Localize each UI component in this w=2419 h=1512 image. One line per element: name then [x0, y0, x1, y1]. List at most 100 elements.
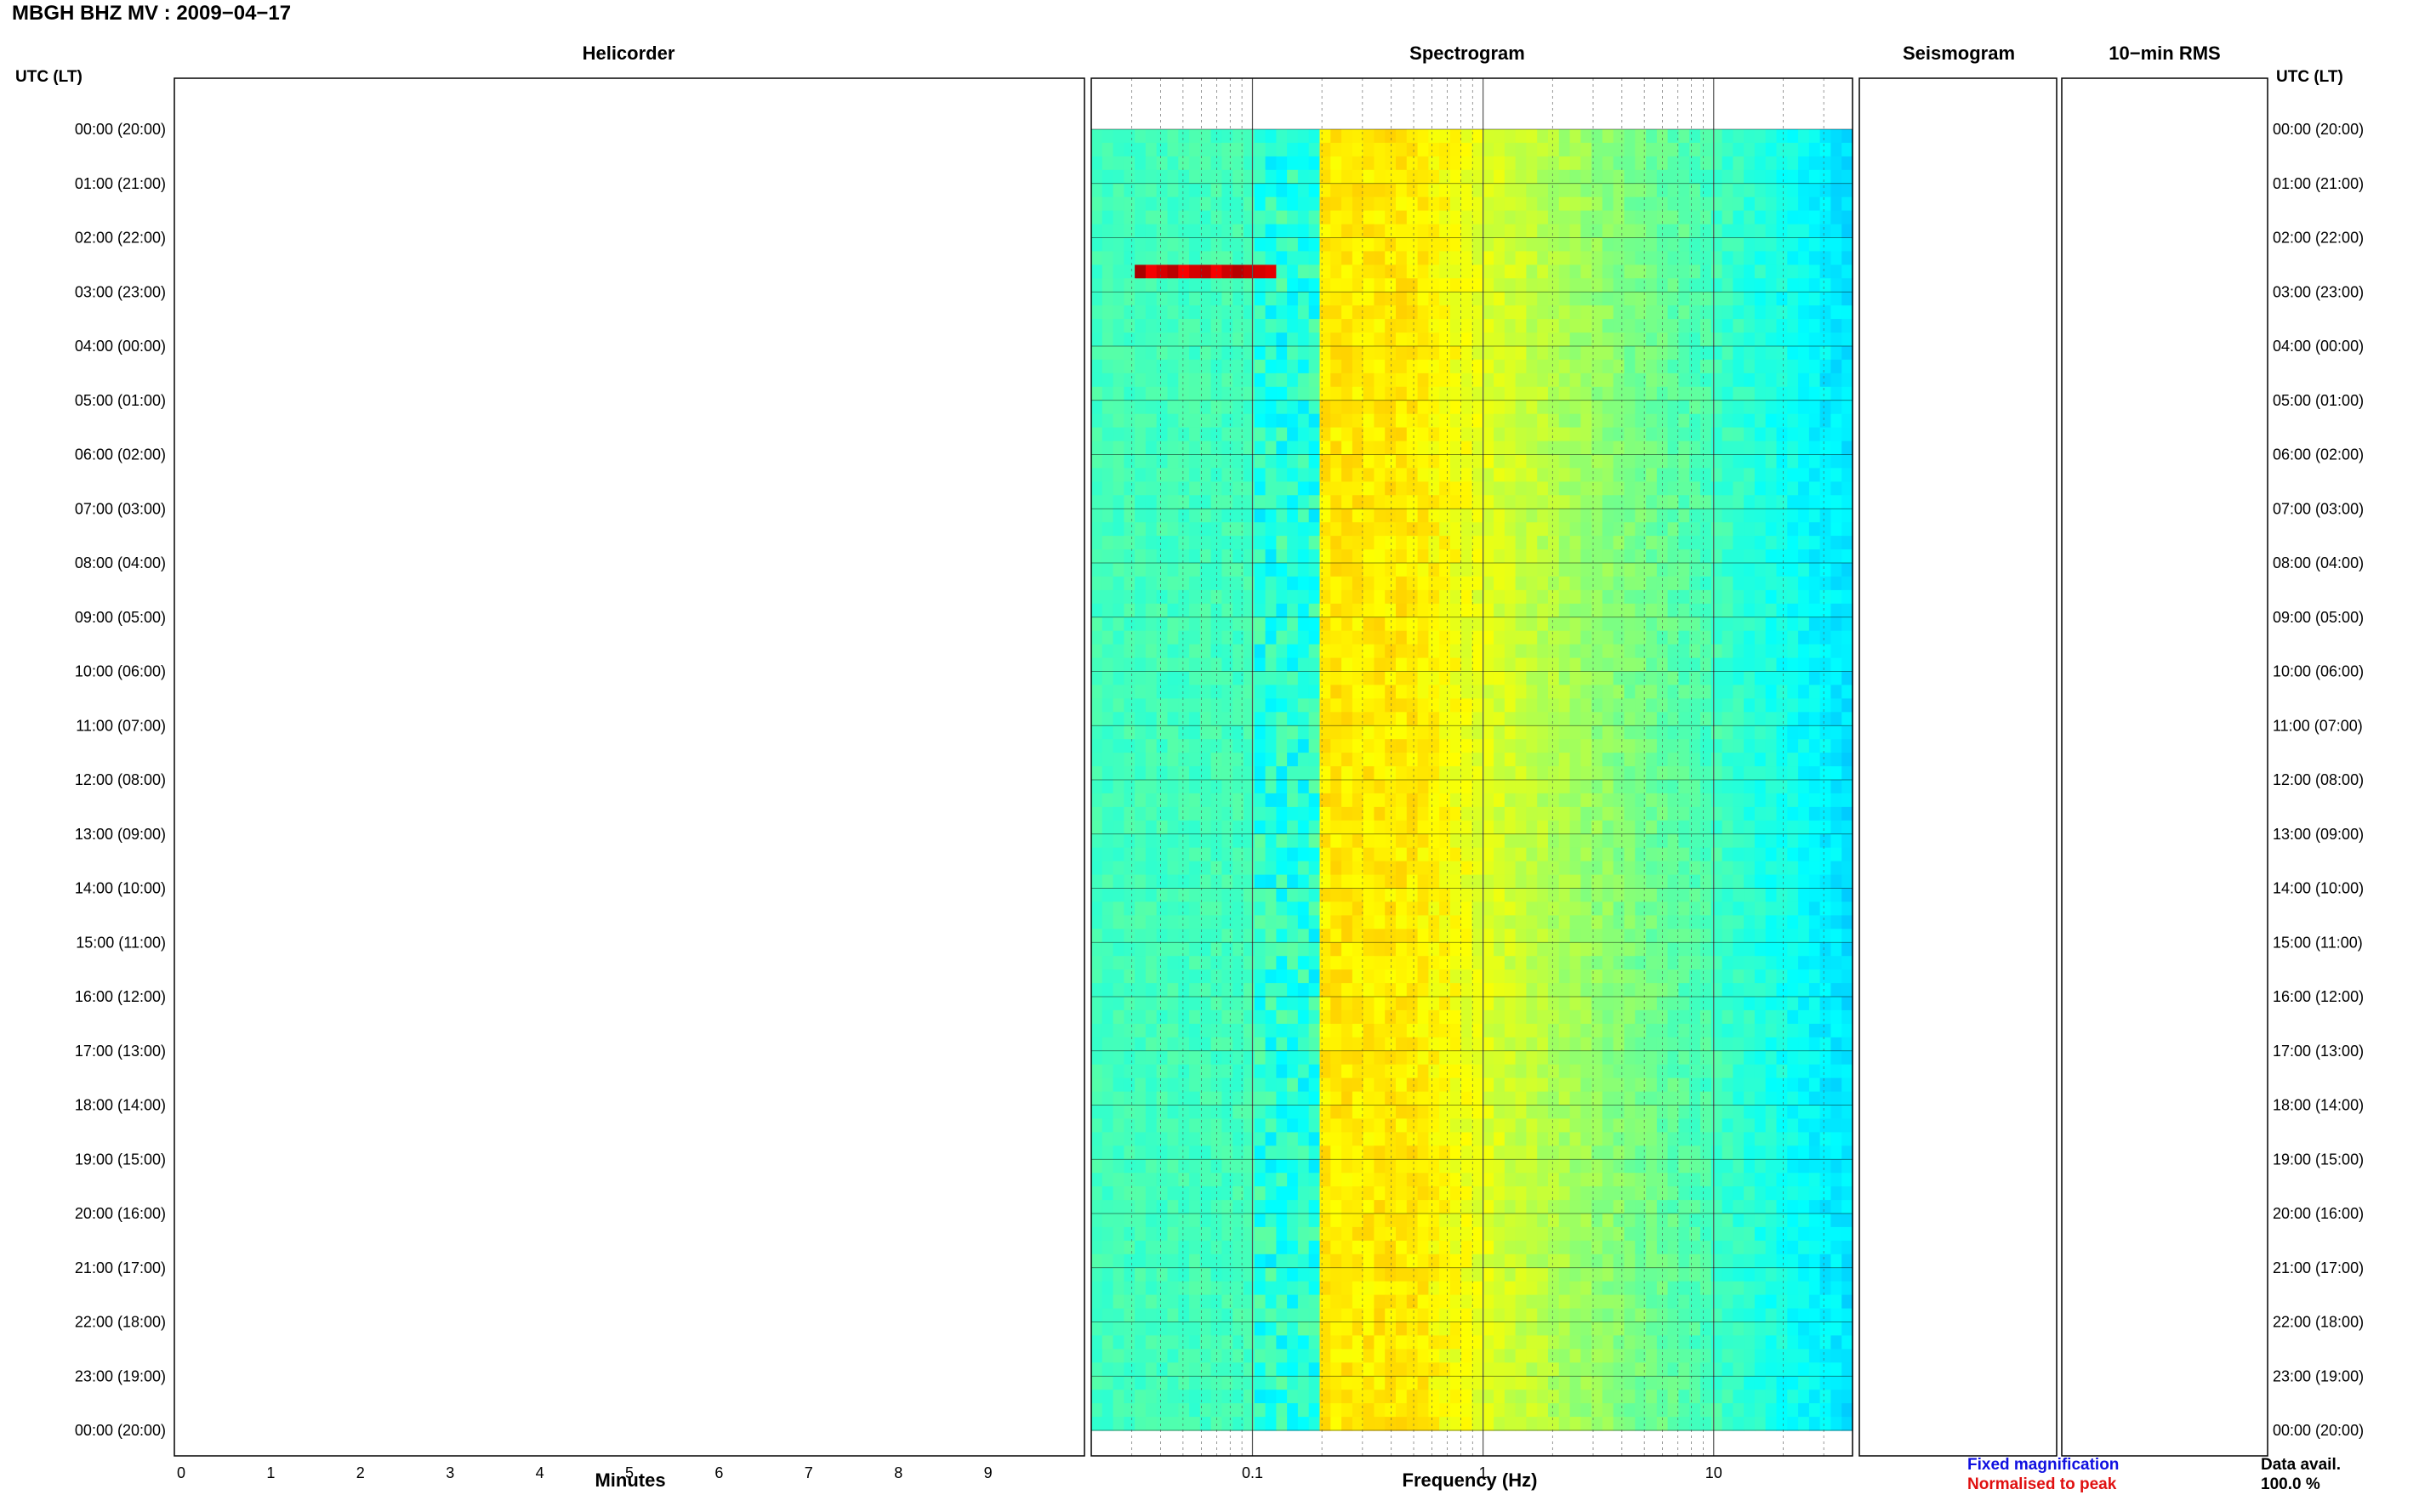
spectrogram-cell: [1744, 563, 1756, 577]
spectrogram-cell: [1754, 793, 1767, 808]
spectrogram-cell: [1808, 780, 1821, 794]
spectrogram-cell: [1319, 780, 1331, 794]
spectrogram-cell: [1602, 766, 1614, 781]
spectrogram-cell: [1504, 196, 1517, 212]
spectrogram-cell: [1439, 495, 1451, 509]
spectrogram-cell: [1124, 753, 1136, 767]
spectrogram-cell: [1417, 833, 1429, 849]
spectrogram-cell: [1710, 468, 1723, 482]
spectrogram-cell: [1548, 563, 1560, 577]
spectrogram-cell: [1798, 264, 1810, 279]
spectrogram-cell: [1787, 1037, 1799, 1052]
spectrogram-cell: [1722, 969, 1733, 984]
spectrogram-cell: [1145, 861, 1158, 876]
spectrogram-cell: [1678, 129, 1690, 144]
spectrogram-cell: [1135, 386, 1147, 401]
spectrogram-cell: [1167, 468, 1179, 482]
spectrogram-cell: [1537, 739, 1549, 753]
spectrogram-cell: [1330, 1037, 1342, 1052]
spectrogram-cell: [1700, 196, 1712, 212]
hour-tick-label: 05:00 (01:00): [75, 392, 166, 409]
spectrogram-cell: [1569, 333, 1581, 347]
spectrogram-cell: [1819, 481, 1831, 496]
spectrogram-cell: [1428, 630, 1440, 645]
spectrogram-cell: [1308, 305, 1321, 320]
spectrogram-cell: [1765, 739, 1778, 753]
spectrogram-cell: [1494, 739, 1505, 753]
spectrogram-cell: [1385, 196, 1397, 212]
spectrogram-cell: [1635, 441, 1647, 456]
spectrogram-cell: [1091, 617, 1103, 632]
spectrogram-cell: [1471, 685, 1483, 699]
spectrogram-cell: [1624, 359, 1636, 374]
spectrogram-cell: [1776, 766, 1788, 781]
spectrogram-cell: [1624, 861, 1636, 876]
spectrogram-cell: [1733, 346, 1745, 361]
spectrogram-cell: [1156, 278, 1169, 293]
spectrogram-cell: [1700, 481, 1712, 496]
spectrogram-cell: [1808, 549, 1821, 564]
spectrogram-cell: [1156, 833, 1169, 849]
spectrogram-cell: [1591, 129, 1603, 144]
spectrogram-cell: [1341, 997, 1353, 1011]
spectrogram-cell: [1667, 251, 1679, 265]
spectrogram-cell: [1830, 169, 1842, 185]
spectrogram-cell: [1635, 251, 1647, 265]
spectrogram-cell: [1385, 806, 1397, 821]
spectrogram-cell: [1287, 983, 1299, 998]
hour-tick-label: 00:00 (20:00): [75, 1422, 166, 1439]
spectrogram-cell: [1515, 183, 1527, 198]
spectrogram-cell: [1178, 509, 1190, 523]
spectrogram-cell: [1483, 969, 1494, 984]
spectrogram-cell: [1254, 1037, 1266, 1052]
spectrogram-cell: [1808, 698, 1821, 713]
spectrogram-cell: [1830, 997, 1842, 1011]
spectrogram-cell: [1341, 264, 1353, 279]
spectrogram-cell: [1178, 1037, 1190, 1052]
spectrogram-cell: [1515, 617, 1527, 632]
spectrogram-cell: [1145, 753, 1158, 767]
spectrogram-cell: [1819, 305, 1831, 320]
spectrogram-cell: [1287, 319, 1299, 333]
spectrogram-cell: [1406, 400, 1419, 415]
spectrogram-cell: [1776, 427, 1788, 442]
spectrogram-cell: [1710, 481, 1723, 496]
spectrogram-cell: [1646, 413, 1658, 429]
spectrogram-cell: [1319, 698, 1331, 713]
spectrogram-cell: [1199, 509, 1212, 523]
spectrogram-cell: [1265, 427, 1277, 442]
spectrogram-cell: [1798, 413, 1810, 429]
spectrogram-cell: [1189, 833, 1201, 849]
spectrogram-cell: [1591, 237, 1603, 252]
spectrogram-cell: [1232, 657, 1244, 673]
spectrogram-cell: [1580, 820, 1592, 835]
spectrogram-cell: [1744, 278, 1756, 293]
spectrogram-cell: [1569, 1023, 1581, 1038]
spectrogram-cell: [1113, 481, 1124, 496]
spectrogram-cell: [1156, 210, 1169, 225]
spectrogram-cell: [1471, 481, 1483, 496]
spectrogram-cell: [1156, 847, 1169, 862]
spectrogram-cell: [1798, 820, 1810, 835]
spectrogram-cell: [1417, 264, 1429, 279]
spectrogram-cell: [1254, 753, 1266, 767]
spectrogram-cell: [1819, 942, 1831, 957]
spectrogram-cell: [1819, 888, 1831, 902]
spectrogram-cell: [1124, 576, 1136, 591]
spectrogram-cell: [1689, 169, 1701, 185]
spectrogram-cell: [1526, 264, 1538, 279]
spectrogram-cell: [1374, 847, 1386, 862]
spectrogram-cell: [1776, 441, 1788, 456]
spectrogram-cell: [1830, 210, 1842, 225]
spectrogram-cell: [1244, 278, 1255, 293]
spectrogram-cell: [1526, 685, 1538, 699]
spectrogram-cell: [1569, 929, 1581, 943]
spectrogram-cell: [1341, 563, 1353, 577]
spectrogram-cell: [1406, 509, 1419, 523]
spectrogram-cell: [1602, 224, 1614, 239]
spectrogram-cell: [1385, 427, 1397, 442]
spectrogram-cell: [1722, 833, 1733, 849]
spectrogram-cell: [1101, 1009, 1114, 1025]
spectrogram-cell: [1733, 156, 1745, 171]
spectrogram-cell: [1244, 671, 1255, 685]
